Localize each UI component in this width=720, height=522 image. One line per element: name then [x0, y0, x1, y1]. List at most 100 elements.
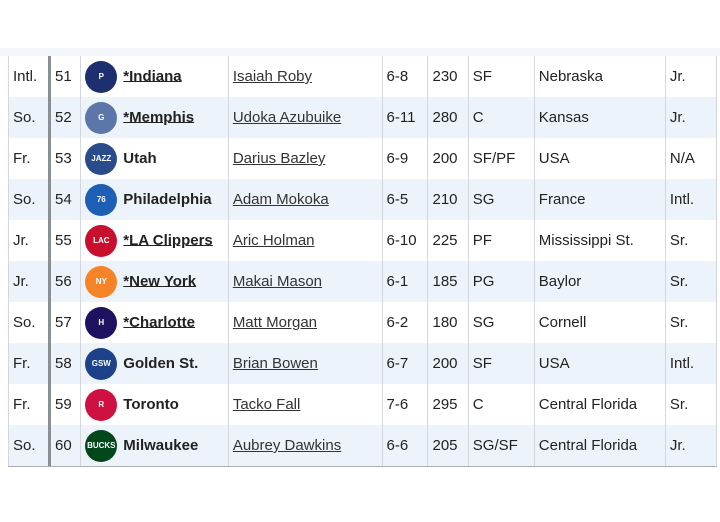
table-row: Jr. 56 NY *New York Makai Mason 6-1 185 PG Baylo…	[8, 261, 716, 302]
school-cell-text: Kansas	[538, 109, 589, 126]
class-cell: So.	[8, 97, 50, 138]
year-cell-text: Jr.	[669, 437, 686, 454]
school-cell: Cornell	[533, 302, 666, 343]
height-cell: 6-11	[381, 97, 428, 138]
weight-cell-text: 295	[432, 396, 458, 413]
team-name[interactable]: *New York	[123, 272, 197, 290]
weight-cell-text: 180	[432, 314, 458, 331]
weight-cell-text: 205	[432, 437, 458, 454]
class-cell-text: Fr.	[13, 396, 31, 413]
height-cell: 6-6	[381, 425, 428, 466]
player-link[interactable]: Makai Mason	[227, 261, 383, 302]
pick-cell: 56	[47, 261, 81, 302]
player-link-text[interactable]: Matt Morgan	[232, 314, 318, 331]
weight-cell: 225	[427, 220, 469, 261]
height-cell-text: 6-7	[386, 355, 409, 372]
team-cell[interactable]: H *Charlotte	[80, 302, 229, 343]
class-cell-text: Intl.	[13, 68, 38, 85]
player-link[interactable]: Adam Mokoka	[227, 179, 383, 220]
player-link-text[interactable]: Aric Holman	[232, 232, 315, 249]
table-top-edge	[0, 48, 720, 56]
team-name[interactable]: *Charlotte	[123, 313, 195, 331]
position-cell: PF	[467, 220, 535, 261]
team-cell[interactable]: G *Memphis	[80, 97, 229, 138]
height-cell-text: 6-6	[386, 437, 409, 454]
player-link[interactable]: Aric Holman	[227, 220, 383, 261]
team-cell[interactable]: P *Indiana	[80, 56, 229, 97]
weight-cell-text: 225	[432, 232, 458, 249]
player-link[interactable]: Udoka Azubuike	[227, 97, 383, 138]
team-name: Milwaukee	[123, 436, 199, 454]
school-cell: Baylor	[533, 261, 666, 302]
school-cell: Central Florida	[533, 384, 666, 425]
player-link-text[interactable]: Aubrey Dawkins	[232, 437, 342, 454]
weight-cell-text: 280	[432, 109, 458, 126]
team-cell[interactable]: R Toronto	[80, 384, 229, 425]
weight-cell: 230	[427, 56, 469, 97]
team-cell[interactable]: LAC *LA Clippers	[80, 220, 229, 261]
player-link-text[interactable]: Darius Bazley	[232, 150, 326, 167]
player-link[interactable]: Isaiah Roby	[227, 56, 383, 97]
position-cell: SF/PF	[467, 138, 535, 179]
player-link[interactable]: Brian Bowen	[227, 343, 383, 384]
height-cell-text: 6-5	[386, 191, 409, 208]
pick-cell-text: 58	[55, 355, 72, 372]
year-cell: Intl.	[664, 343, 716, 384]
position-cell-text: SF	[472, 355, 492, 372]
year-cell-text: Sr.	[669, 232, 689, 249]
grizzlies-logo-icon: G	[85, 101, 118, 134]
team-cell[interactable]: GSW Golden St.	[80, 343, 229, 384]
weight-cell: 200	[427, 343, 469, 384]
year-cell-text: Sr.	[669, 273, 689, 290]
class-cell: So.	[8, 302, 50, 343]
class-cell-text: Jr.	[13, 273, 29, 290]
player-link-text[interactable]: Tacko Fall	[232, 396, 301, 413]
team-name[interactable]: *Indiana	[123, 67, 182, 85]
height-cell: 6-5	[381, 179, 428, 220]
player-link[interactable]: Matt Morgan	[227, 302, 383, 343]
weight-cell: 295	[427, 384, 469, 425]
position-cell: SG	[467, 302, 535, 343]
player-link-text[interactable]: Makai Mason	[232, 273, 323, 290]
team-name: Golden St.	[123, 354, 199, 372]
position-cell-text: PG	[472, 273, 495, 290]
weight-cell-text: 230	[432, 68, 458, 85]
team-name[interactable]: *Memphis	[123, 108, 195, 126]
team-cell[interactable]: 76 Philadelphia	[80, 179, 229, 220]
player-link-text[interactable]: Brian Bowen	[232, 355, 318, 372]
height-cell: 6-9	[381, 138, 428, 179]
year-cell: Sr.	[664, 384, 716, 425]
position-cell: SF	[467, 343, 535, 384]
table-row: Fr. 58 GSW Golden St. Brian Bowen 6-7 200 SF USA…	[8, 343, 716, 384]
player-link-text[interactable]: Udoka Azubuike	[232, 109, 342, 126]
team-cell[interactable]: JAZZ Utah	[80, 138, 229, 179]
player-link[interactable]: Tacko Fall	[227, 384, 383, 425]
pick-cell-text: 60	[55, 437, 72, 454]
height-cell: 7-6	[381, 384, 428, 425]
class-cell-text: Fr.	[13, 150, 31, 167]
height-cell: 6-2	[381, 302, 428, 343]
position-cell: C	[467, 384, 535, 425]
pick-cell-text: 55	[55, 232, 72, 249]
player-link[interactable]: Aubrey Dawkins	[227, 425, 383, 466]
position-cell: SF	[467, 56, 535, 97]
weight-cell: 280	[427, 97, 469, 138]
team-cell[interactable]: BUCKS Milwaukee	[80, 425, 229, 466]
height-cell: 6-7	[381, 343, 428, 384]
player-link[interactable]: Darius Bazley	[227, 138, 383, 179]
team-cell[interactable]: NY *New York	[80, 261, 229, 302]
weight-cell-text: 210	[432, 191, 458, 208]
class-cell-text: Fr.	[13, 355, 31, 372]
weight-cell: 210	[427, 179, 469, 220]
school-cell-text: Central Florida	[538, 396, 638, 413]
table-row: Fr. 53 JAZZ Utah Darius Bazley 6-9 200 SF/PF USA…	[8, 138, 716, 179]
player-link-text[interactable]: Isaiah Roby	[232, 68, 313, 85]
year-cell-text: Jr.	[669, 68, 686, 85]
76ers-logo-icon: 76	[85, 183, 118, 216]
team-name[interactable]: *LA Clippers	[123, 231, 213, 249]
position-cell: SG	[467, 179, 535, 220]
year-cell: Sr.	[664, 220, 716, 261]
hornets-logo-icon: H	[85, 306, 118, 339]
clippers-logo-icon: LAC	[85, 224, 118, 257]
player-link-text[interactable]: Adam Mokoka	[232, 191, 329, 208]
